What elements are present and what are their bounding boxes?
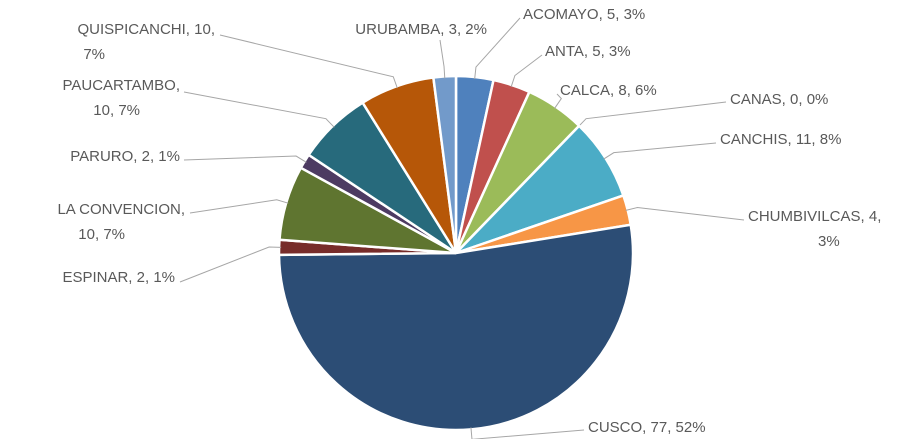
data-label: PARURO, 2, 1% [70, 148, 180, 165]
label-line: PAUCARTAMBO, [62, 77, 180, 94]
label-line: PARURO, 2, 1% [70, 148, 180, 165]
leader-line [189, 199, 289, 214]
label-line: ANTA, 5, 3% [545, 43, 631, 60]
leader-line [625, 206, 745, 221]
label-line: 10, 7% [78, 226, 125, 243]
data-label: ESPINAR, 2, 1% [62, 269, 175, 286]
label-line: ESPINAR, 2, 1% [62, 269, 175, 286]
data-label: CALCA, 8, 6% [560, 82, 657, 99]
label-line: 10, 7% [93, 102, 140, 119]
label-line: LA CONVENCION, [57, 201, 185, 218]
label-line: URUBAMBA, 3, 2% [355, 21, 487, 38]
leader-line [183, 155, 307, 163]
data-label: PAUCARTAMBO, 10, 7% [62, 77, 180, 119]
leader-line [219, 34, 398, 89]
leader-line [179, 246, 282, 283]
label-line: CANCHIS, 11, 8% [720, 131, 841, 148]
data-label: CUSCO, 77, 52% [588, 419, 706, 436]
label-line: ACOMAYO, 5, 3% [523, 6, 645, 23]
leader-line [474, 17, 521, 80]
data-label: CHUMBIVILCAS, 4, 3% [748, 208, 881, 250]
leader-line [510, 54, 543, 88]
leader-line [470, 427, 585, 439]
leader-line [439, 39, 446, 79]
label-line: CANAS, 0, 0% [730, 91, 828, 108]
data-label: CANAS, 0, 0% [730, 91, 828, 108]
data-label: QUISPICANCHI, 10, 7% [77, 21, 215, 63]
label-line: 7% [83, 46, 105, 63]
data-label: ACOMAYO, 5, 3% [523, 6, 645, 23]
label-line: 3% [818, 233, 840, 250]
label-line: QUISPICANCHI, 10, [77, 21, 215, 38]
leader-line [603, 142, 717, 160]
leader-line [577, 101, 727, 128]
data-label: CANCHIS, 11, 8% [720, 131, 841, 148]
label-line: CHUMBIVILCAS, 4, [748, 208, 881, 225]
data-label: ANTA, 5, 3% [545, 43, 631, 60]
data-label: LA CONVENCION, 10, 7% [57, 201, 185, 243]
data-label: URUBAMBA, 3, 2% [355, 21, 487, 38]
leader-line [554, 93, 562, 109]
label-line: CUSCO, 77, 52% [588, 419, 706, 436]
leader-line [183, 91, 335, 128]
label-line: CALCA, 8, 6% [560, 82, 657, 99]
